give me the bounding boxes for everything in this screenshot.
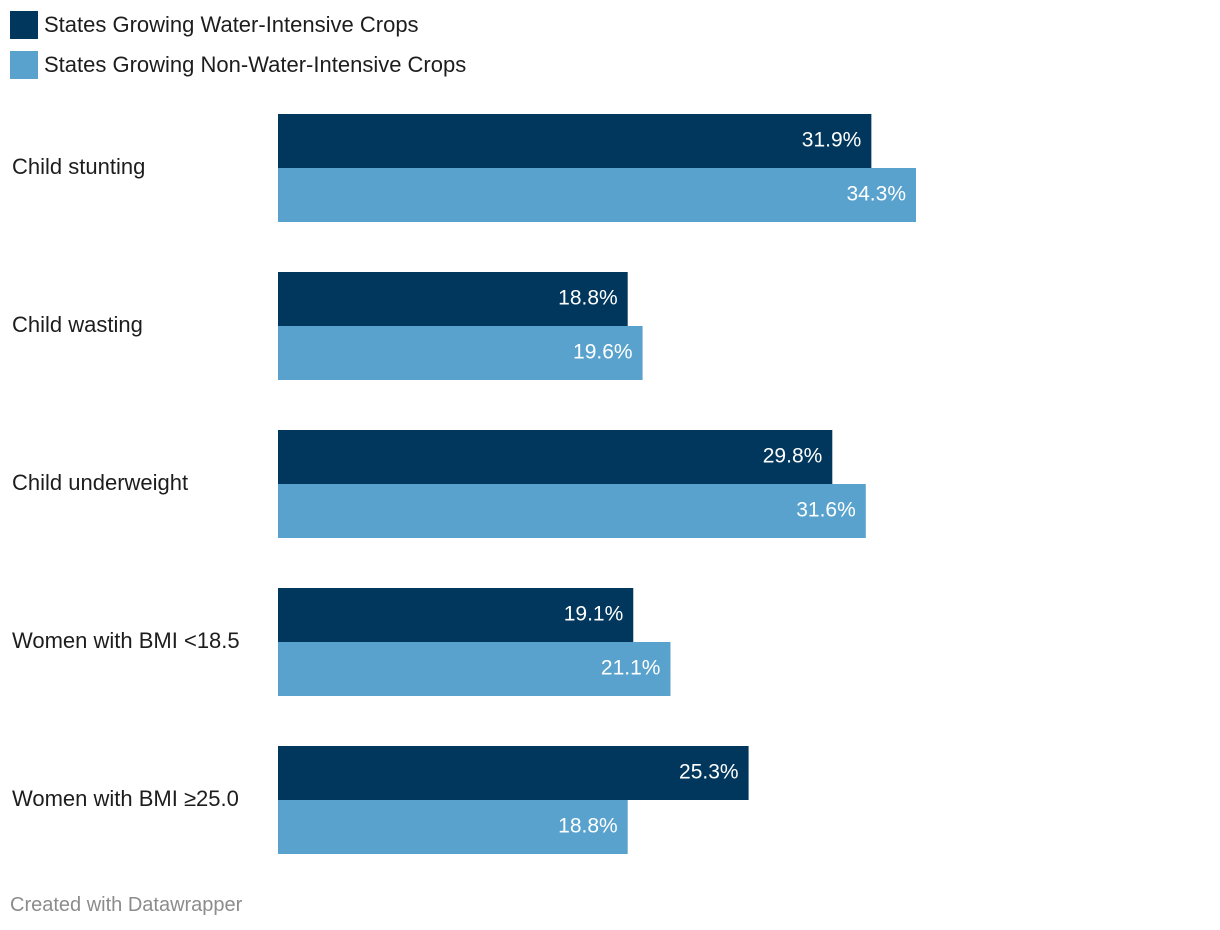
category-label: Women with BMI ≥25.0 [12, 786, 239, 811]
value-label: 29.8% [763, 445, 823, 468]
bar [278, 272, 628, 326]
footer-credit: Created with Datawrapper [10, 894, 243, 916]
value-label: 25.3% [679, 761, 739, 784]
bar [278, 114, 872, 168]
bar-group: Women with BMI <18.5 19.1% 21.1% [12, 588, 671, 696]
value-label: 19.6% [573, 341, 633, 364]
bar-group: Child stunting 31.9% 34.3% [12, 114, 916, 222]
bar [278, 484, 866, 538]
bar-chart: Child stunting 31.9% 34.3% Child wasting 18.… [12, 114, 916, 854]
legend-label-non-water-intensive: States Growing Non-Water-Intensive Crops [44, 52, 467, 77]
bar [278, 326, 643, 380]
legend-item-non-water-intensive: States Growing Non-Water-Intensive Crops [10, 51, 466, 79]
bar [278, 588, 634, 642]
category-label: Child wasting [12, 312, 143, 337]
bar-group: Women with BMI ≥25.0 25.3% 18.8% [12, 746, 749, 854]
legend-swatch-water-intensive [10, 11, 38, 39]
value-label: 34.3% [846, 183, 906, 206]
value-label: 19.1% [564, 603, 624, 626]
bar [278, 800, 628, 854]
bar [278, 642, 671, 696]
legend-label-water-intensive: States Growing Water-Intensive Crops [44, 12, 419, 37]
bar-group: Child underweight 29.8% 31.6% [12, 430, 866, 538]
category-label: Child stunting [12, 154, 145, 179]
bar [278, 746, 749, 800]
chart-legend: States Growing Water-Intensive Crops Sta… [10, 11, 466, 91]
value-label: 18.8% [558, 287, 618, 310]
legend-swatch-non-water-intensive [10, 51, 38, 79]
value-label: 18.8% [558, 815, 618, 838]
value-label: 31.9% [802, 129, 862, 152]
category-label: Child underweight [12, 470, 188, 495]
bar [278, 168, 916, 222]
category-label: Women with BMI <18.5 [12, 628, 240, 653]
bar-group: Child wasting 18.8% 19.6% [12, 272, 643, 380]
bar [278, 430, 833, 484]
legend-item-water-intensive: States Growing Water-Intensive Crops [10, 11, 466, 39]
value-label: 21.1% [601, 657, 661, 680]
value-label: 31.6% [796, 499, 856, 522]
